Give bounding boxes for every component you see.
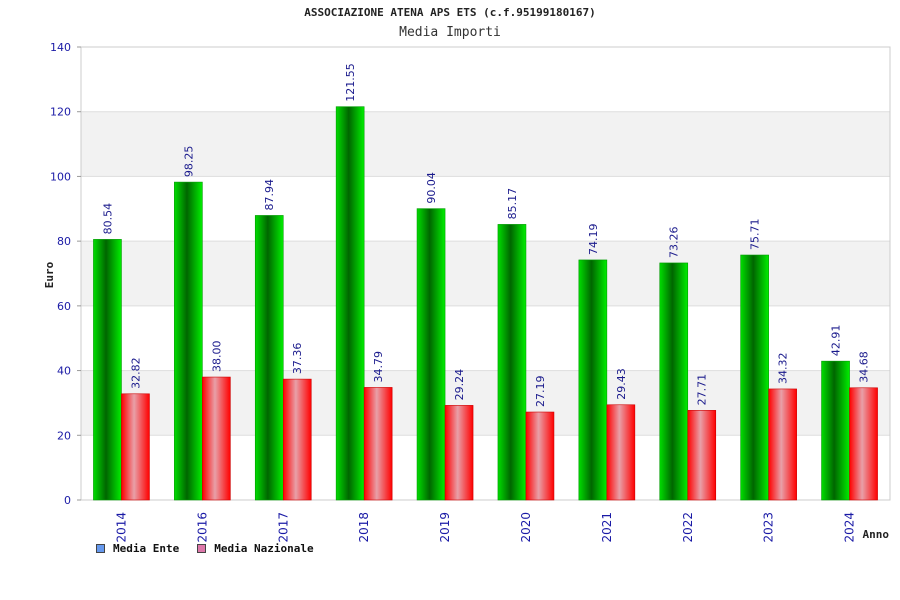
bar-media-nazionale	[363, 387, 393, 501]
y-tick-label: 80	[57, 235, 71, 248]
x-axis-label: Anno	[863, 528, 890, 541]
legend-item-media-ente: Media Ente	[96, 542, 179, 555]
bar-media-nazionale	[121, 393, 150, 501]
bar-media-ente	[740, 254, 769, 501]
data-label: 80.54	[101, 203, 114, 235]
bar-media-nazionale	[202, 376, 231, 501]
data-label: 98.25	[182, 146, 195, 178]
y-tick-label: 120	[50, 106, 71, 119]
data-label: 27.71	[696, 374, 709, 406]
plot-area	[80, 46, 891, 501]
x-tick-label: 2016	[195, 512, 209, 543]
bar-media-nazionale	[768, 388, 797, 501]
y-tick-label: 40	[57, 365, 71, 378]
data-label: 74.19	[587, 223, 600, 255]
chart-title: ASSOCIAZIONE ATENA APS ETS (c.f.95199180…	[304, 6, 596, 19]
legend: Media Ente Media Nazionale	[96, 542, 314, 555]
bar-media-ente	[335, 106, 365, 501]
x-tick-label: 2014	[114, 512, 128, 543]
data-label: 42.91	[830, 325, 843, 357]
y-tick-label: 20	[57, 429, 71, 442]
x-tick-label: 2023	[762, 512, 776, 543]
bar-media-ente	[659, 262, 689, 501]
data-label: 38.00	[210, 341, 223, 373]
bar-media-ente	[497, 224, 527, 501]
legend-swatch-media-ente	[96, 544, 105, 553]
legend-item-media-nazionale: Media Nazionale	[197, 542, 314, 555]
legend-label-media-nazionale: Media Nazionale	[214, 542, 314, 555]
bar-media-nazionale	[849, 387, 878, 501]
data-label: 29.24	[453, 369, 466, 401]
bar-media-ente	[174, 181, 203, 501]
data-label: 37.36	[291, 343, 304, 375]
data-label: 87.94	[263, 179, 276, 211]
bar-media-ente	[254, 215, 284, 501]
data-label: 73.26	[668, 226, 681, 258]
legend-label-media-ente: Media Ente	[113, 542, 180, 555]
x-tick-label: 2024	[843, 512, 857, 543]
y-tick-label: 140	[50, 41, 71, 54]
data-label: 90.04	[425, 172, 438, 204]
data-label: 34.79	[372, 351, 385, 383]
chart-subtitle: Media Importi	[399, 25, 501, 40]
x-tick-label: 2020	[519, 512, 533, 543]
bar-media-nazionale	[606, 404, 636, 501]
x-tick-label: 2022	[681, 512, 695, 543]
x-tick-label: 2019	[438, 512, 452, 543]
bar-media-nazionale	[282, 378, 312, 501]
data-label: 34.32	[777, 352, 790, 384]
data-label: 29.43	[615, 368, 628, 400]
data-label: 32.82	[129, 357, 142, 389]
y-tick-label: 100	[50, 170, 71, 183]
bar-media-nazionale	[444, 405, 474, 501]
data-label: 27.19	[534, 376, 547, 408]
x-tick-label: 2021	[600, 512, 614, 543]
data-label: 75.71	[749, 219, 762, 251]
bar-media-nazionale	[525, 411, 555, 501]
bar-media-ente	[93, 239, 122, 501]
bar-media-nazionale	[687, 410, 717, 501]
data-label: 34.68	[858, 351, 871, 383]
bar-media-ente	[821, 360, 850, 501]
bar-media-ente	[416, 208, 446, 501]
y-tick-label: 60	[57, 300, 71, 313]
bar-media-ente	[578, 259, 608, 501]
data-label: 121.55	[344, 63, 357, 102]
y-axis-label: Euro	[43, 261, 56, 288]
legend-swatch-media-nazionale	[197, 544, 207, 553]
data-label: 85.17	[506, 188, 519, 220]
x-tick-label: 2017	[276, 512, 290, 543]
grid-band	[81, 111, 890, 177]
x-tick-label: 2018	[357, 512, 371, 543]
y-tick-label: 0	[64, 494, 71, 507]
